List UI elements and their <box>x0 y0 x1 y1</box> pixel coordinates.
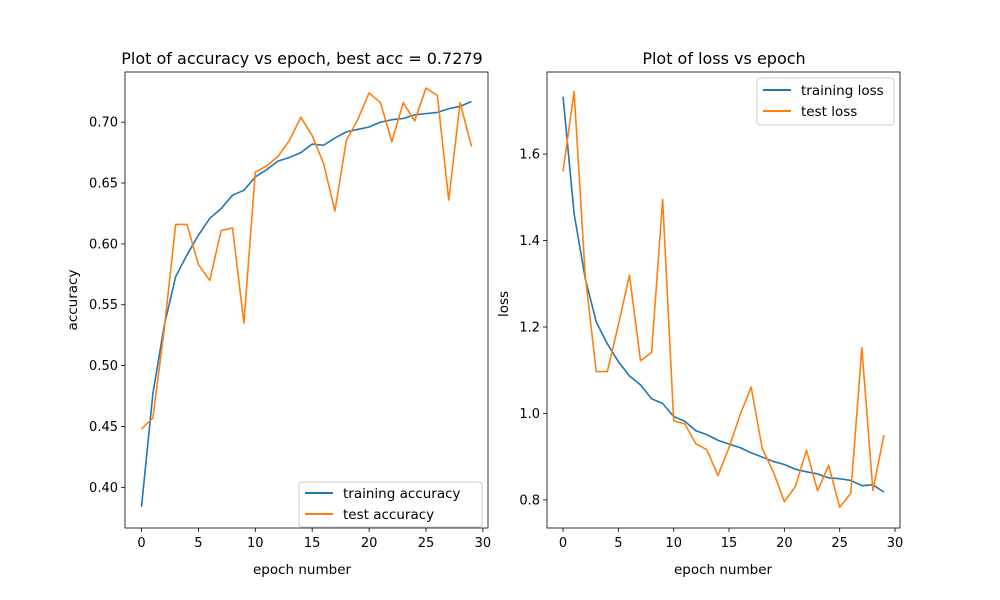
legend-label-training-loss: training loss <box>801 83 884 99</box>
loss-y-tick-label: 0.8 <box>519 493 540 508</box>
loss-x-tick-label: 20 <box>776 536 793 551</box>
loss-legend: training loss test loss <box>756 77 895 126</box>
line-test-loss <box>562 90 885 509</box>
accuracy-x-tick-label: 15 <box>304 536 321 551</box>
accuracy-y-tick-label: 0.40 <box>89 481 118 496</box>
accuracy-x-tick-label: 0 <box>137 536 145 551</box>
accuracy-x-axis-label: epoch number <box>253 562 352 578</box>
accuracy-y-axis-label: accuracy <box>65 270 81 331</box>
accuracy-y-tick-label: 0.45 <box>89 420 118 435</box>
accuracy-y-tick-label: 0.55 <box>89 298 118 313</box>
accuracy-x-tick-label: 20 <box>361 536 378 551</box>
loss-y-axis-label: loss <box>496 291 512 317</box>
loss-y-tick-label: 1.6 <box>519 148 540 163</box>
loss-x-tick-label: 25 <box>831 536 848 551</box>
loss-x-tick-label: 30 <box>887 536 904 551</box>
accuracy-x-tick-label: 30 <box>475 536 492 551</box>
accuracy-x-tick-label: 25 <box>418 536 435 551</box>
line-test-accuracy <box>140 87 473 430</box>
loss-x-tick-label: 5 <box>614 536 622 551</box>
accuracy-series <box>140 87 473 507</box>
loss-legend-box <box>756 77 895 126</box>
loss-plot-title: Plot of loss vs epoch <box>642 49 805 68</box>
loss-y-tick-label: 1.4 <box>519 234 540 249</box>
accuracy-plot-title: Plot of accuracy vs epoch, best acc = 0.… <box>121 49 482 68</box>
accuracy-x-ticks: 0 5 10 15 20 25 30 <box>137 528 491 551</box>
accuracy-legend: training accuracy test accuracy <box>298 481 483 528</box>
loss-y-tick-label: 1.2 <box>519 321 540 336</box>
loss-plot: Plot of loss vs epoch 0 5 10 15 20 25 30 0.8 1.… <box>496 49 903 578</box>
loss-x-tick-label: 10 <box>665 536 682 551</box>
loss-x-tick-label: 15 <box>721 536 738 551</box>
accuracy-x-tick-label: 5 <box>194 536 202 551</box>
loss-x-tick-label: 0 <box>559 536 567 551</box>
accuracy-y-ticks: 0.40 0.45 0.50 0.55 0.60 0.65 0.70 <box>89 116 125 496</box>
accuracy-y-tick-label: 0.70 <box>89 116 118 131</box>
accuracy-y-tick-label: 0.60 <box>89 237 118 252</box>
accuracy-y-tick-label: 0.65 <box>89 177 118 192</box>
accuracy-plot: Plot of accuracy vs epoch, best acc = 0.… <box>65 49 491 578</box>
loss-y-ticks: 0.8 1.0 1.2 1.4 1.6 <box>519 148 547 508</box>
accuracy-x-tick-label: 10 <box>247 536 264 551</box>
loss-series <box>562 90 885 509</box>
accuracy-plot-frame <box>124 71 489 529</box>
accuracy-legend-box <box>298 481 483 528</box>
legend-label-training-accuracy: training accuracy <box>343 486 461 502</box>
legend-label-test-loss: test loss <box>801 104 857 120</box>
line-training-loss <box>562 96 885 493</box>
loss-x-ticks: 0 5 10 15 20 25 30 <box>559 528 903 551</box>
loss-y-tick-label: 1.0 <box>519 407 540 422</box>
line-training-accuracy <box>140 100 472 507</box>
loss-plot-frame <box>546 71 901 529</box>
legend-label-test-accuracy: test accuracy <box>343 507 434 523</box>
loss-x-axis-label: epoch number <box>674 562 773 578</box>
accuracy-y-tick-label: 0.50 <box>89 359 118 374</box>
